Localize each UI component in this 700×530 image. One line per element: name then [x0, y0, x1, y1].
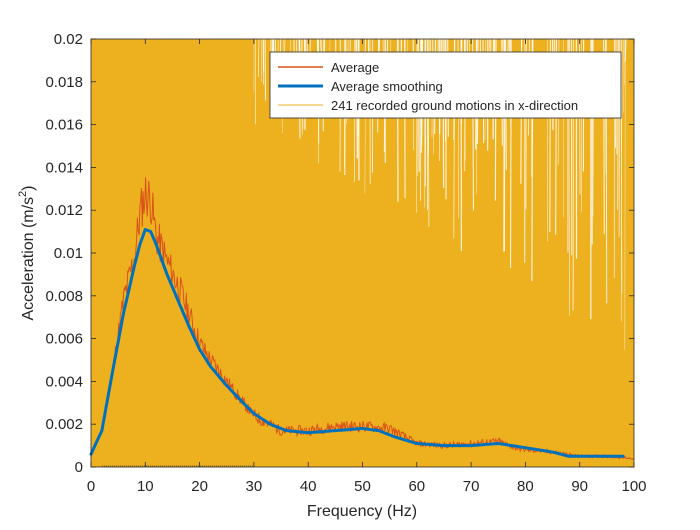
y-tick-label: 0.004: [45, 373, 83, 390]
y-tick-label: 0.016: [45, 117, 83, 134]
y-tick-label: 0.01: [54, 245, 83, 262]
x-tick-label: 30: [246, 478, 263, 495]
x-tick-label: 90: [571, 478, 588, 495]
y-tick-label: 0.012: [45, 202, 83, 219]
y-axis-label: Acceleration (m/s2): [17, 185, 37, 320]
x-tick-label: 100: [621, 478, 646, 495]
legend: Average Average smoothing 241 recorded g…: [270, 52, 621, 118]
x-tick-label: 20: [191, 478, 208, 495]
y-axis-label-tail: ): [20, 185, 37, 190]
y-tick-label: 0.002: [45, 416, 83, 433]
y-tick-label: 0.02: [54, 31, 83, 48]
legend-label-recorded-motions: 241 recorded ground motions in x-directi…: [331, 98, 578, 113]
x-axis-label: Frequency (Hz): [307, 503, 417, 520]
legend-label-average: Average: [331, 60, 379, 75]
y-tick-label: 0.008: [45, 288, 83, 305]
y-tick-label: 0.018: [45, 74, 83, 91]
x-tick-label: 0: [87, 478, 95, 495]
x-tick-label: 80: [517, 478, 534, 495]
x-tick-label: 60: [408, 478, 425, 495]
x-tick-label: 40: [300, 478, 317, 495]
x-tick-label: 70: [463, 478, 480, 495]
y-tick-label: 0.014: [45, 159, 83, 176]
x-tick-label: 10: [137, 478, 154, 495]
y-axis-label-main: Acceleration (m/s: [20, 197, 37, 321]
legend-label-average-smoothing: Average smoothing: [331, 79, 443, 94]
y-tick-label: 0: [75, 459, 83, 476]
x-tick-label: 50: [354, 478, 371, 495]
y-tick-label: 0.006: [45, 331, 83, 348]
